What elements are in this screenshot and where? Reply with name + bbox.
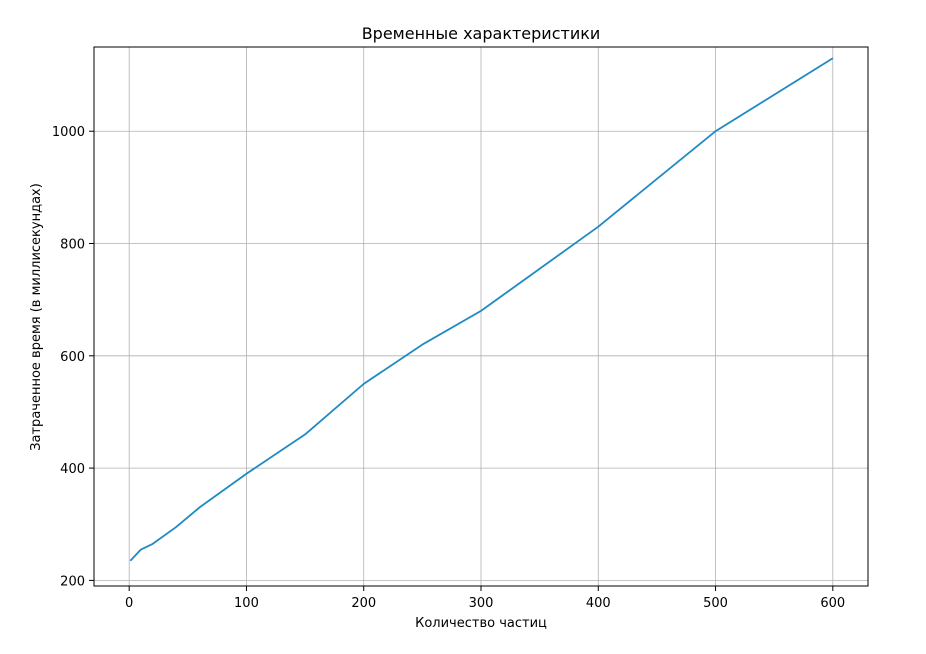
x-tick-label: 300 [469,596,494,611]
y-tick-label: 1000 [52,125,85,140]
x-axis: 0 100 200 300 400 500 600 [125,586,845,611]
y-tick-label: 800 [60,238,85,253]
x-axis-title: Количество частиц [415,616,547,631]
series-layer [129,57,834,562]
series-line [129,57,834,562]
x-tick-label: 100 [234,596,259,611]
x-tick-label: 500 [703,596,728,611]
grid [94,47,868,586]
x-tick-label: 400 [586,596,611,611]
y-tick-label: 400 [60,462,85,477]
y-tick-label: 200 [60,574,85,589]
y-axis-title: Затраченное время (в миллисекундах) [29,183,44,451]
y-tick-label: 600 [60,350,85,365]
chart-title: Временные характеристики [362,24,601,43]
x-tick-label: 0 [125,596,133,611]
y-axis: 200 400 600 800 1000 [52,125,94,589]
x-tick-label: 200 [351,596,376,611]
x-tick-label: 600 [820,596,845,611]
